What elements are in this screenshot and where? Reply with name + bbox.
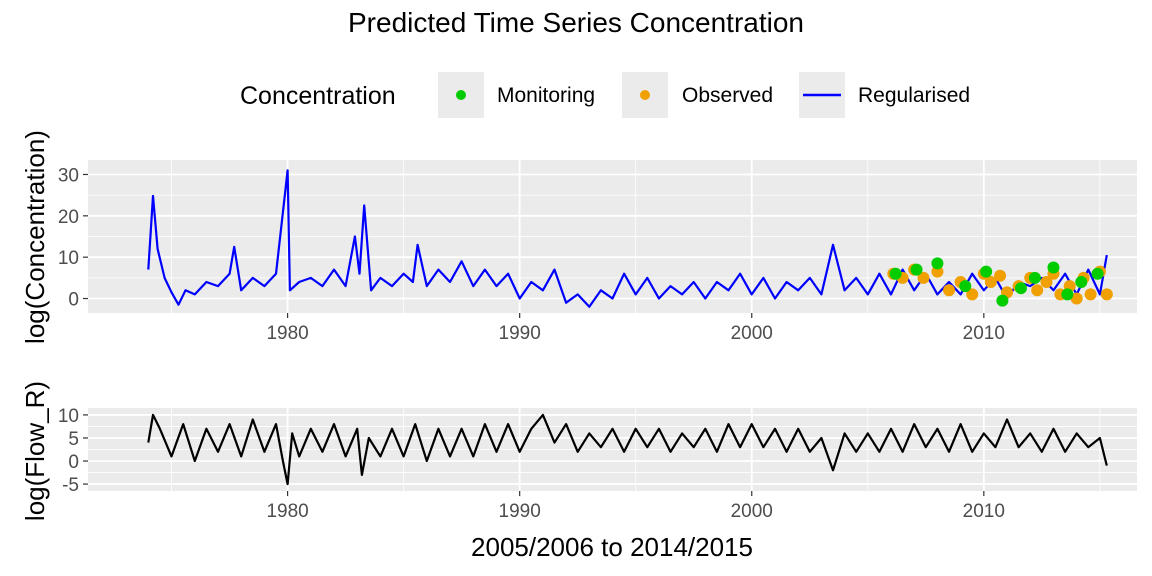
- flow-y-tick-label: 5: [68, 429, 79, 450]
- concentration-point-observed: [966, 288, 979, 301]
- concentration-x-tick-label: 2010: [963, 323, 1005, 344]
- concentration-y-tick-label: 30: [58, 165, 79, 186]
- concentration-point-observed: [1040, 275, 1053, 288]
- concentration-point-observed: [1100, 288, 1113, 301]
- flow-y-tick-label: 10: [58, 406, 79, 427]
- concentration-point-observed: [1084, 288, 1097, 301]
- flow-y-axis-label: log(Flow_R): [20, 381, 50, 521]
- flow-x-tick-label: 1980: [266, 501, 308, 522]
- x-axis-label: 2005/2006 to 2014/2015: [471, 532, 753, 562]
- concentration-x-tick-label: 1990: [499, 323, 541, 344]
- concentration-y-axis-label: log(Concentration): [20, 130, 50, 344]
- concentration-point-monitoring: [910, 263, 923, 276]
- flow-marks: [147, 413, 1108, 486]
- concentration-point-monitoring: [959, 280, 972, 293]
- flow-x-tick-label: 2000: [731, 501, 773, 522]
- concentration-point-monitoring: [996, 294, 1009, 307]
- concentration-y-tick-label: 10: [58, 248, 79, 269]
- concentration-series-line-regularised: [147, 169, 1108, 308]
- concentration-point-monitoring: [1047, 261, 1060, 274]
- concentration-point-monitoring: [1075, 275, 1088, 288]
- concentration-point-observed: [931, 265, 944, 278]
- concentration-point-observed: [994, 269, 1007, 282]
- concentration-y-tick-label: 20: [58, 207, 79, 228]
- concentration-point-observed: [984, 275, 997, 288]
- legend-symbol-monitoring: [456, 90, 466, 100]
- flow-y-tick-label: -5: [62, 475, 79, 496]
- concentration-marks: [147, 169, 1113, 308]
- concentration-point-observed: [917, 271, 930, 284]
- legend-label-observed: Observed: [682, 84, 773, 107]
- concentration-point-monitoring: [931, 257, 944, 270]
- concentration-point-monitoring: [1014, 282, 1027, 295]
- legend-label-monitoring: Monitoring: [497, 84, 595, 107]
- concentration-point-monitoring: [1061, 288, 1074, 301]
- concentration-point-monitoring: [889, 267, 902, 280]
- chart-title: Predicted Time Series Concentration: [348, 7, 804, 38]
- concentration-gridlines: [88, 160, 1137, 313]
- legend-title: Concentration: [240, 82, 396, 110]
- concentration-panel: 1980 1990 2000 2010 0 10 20 30 log(Concentratio…: [20, 130, 1137, 344]
- legend-label-regularised: Regularised: [858, 84, 970, 107]
- flow-y-tick-label: 0: [68, 452, 79, 473]
- flow-series-line-log-flow-r: [147, 413, 1108, 486]
- legend: Concentration Monitoring Observed Regula…: [240, 72, 970, 118]
- flow-x-tick-label: 1990: [499, 501, 541, 522]
- concentration-point-observed: [1031, 284, 1044, 297]
- concentration-point-monitoring: [1091, 267, 1104, 280]
- concentration-ticks: 1980 1990 2000 2010 0 10 20 30: [58, 165, 1005, 344]
- flow-x-tick-label: 2010: [963, 501, 1005, 522]
- concentration-y-tick-label: 0: [68, 290, 79, 311]
- concentration-point-observed: [1070, 292, 1083, 305]
- concentration-x-tick-label: 1980: [266, 323, 308, 344]
- concentration-point-observed: [943, 284, 956, 297]
- legend-symbol-observed: [640, 90, 650, 100]
- concentration-point-monitoring: [1028, 271, 1041, 284]
- concentration-x-tick-label: 2000: [731, 323, 773, 344]
- concentration-point-monitoring: [980, 265, 993, 278]
